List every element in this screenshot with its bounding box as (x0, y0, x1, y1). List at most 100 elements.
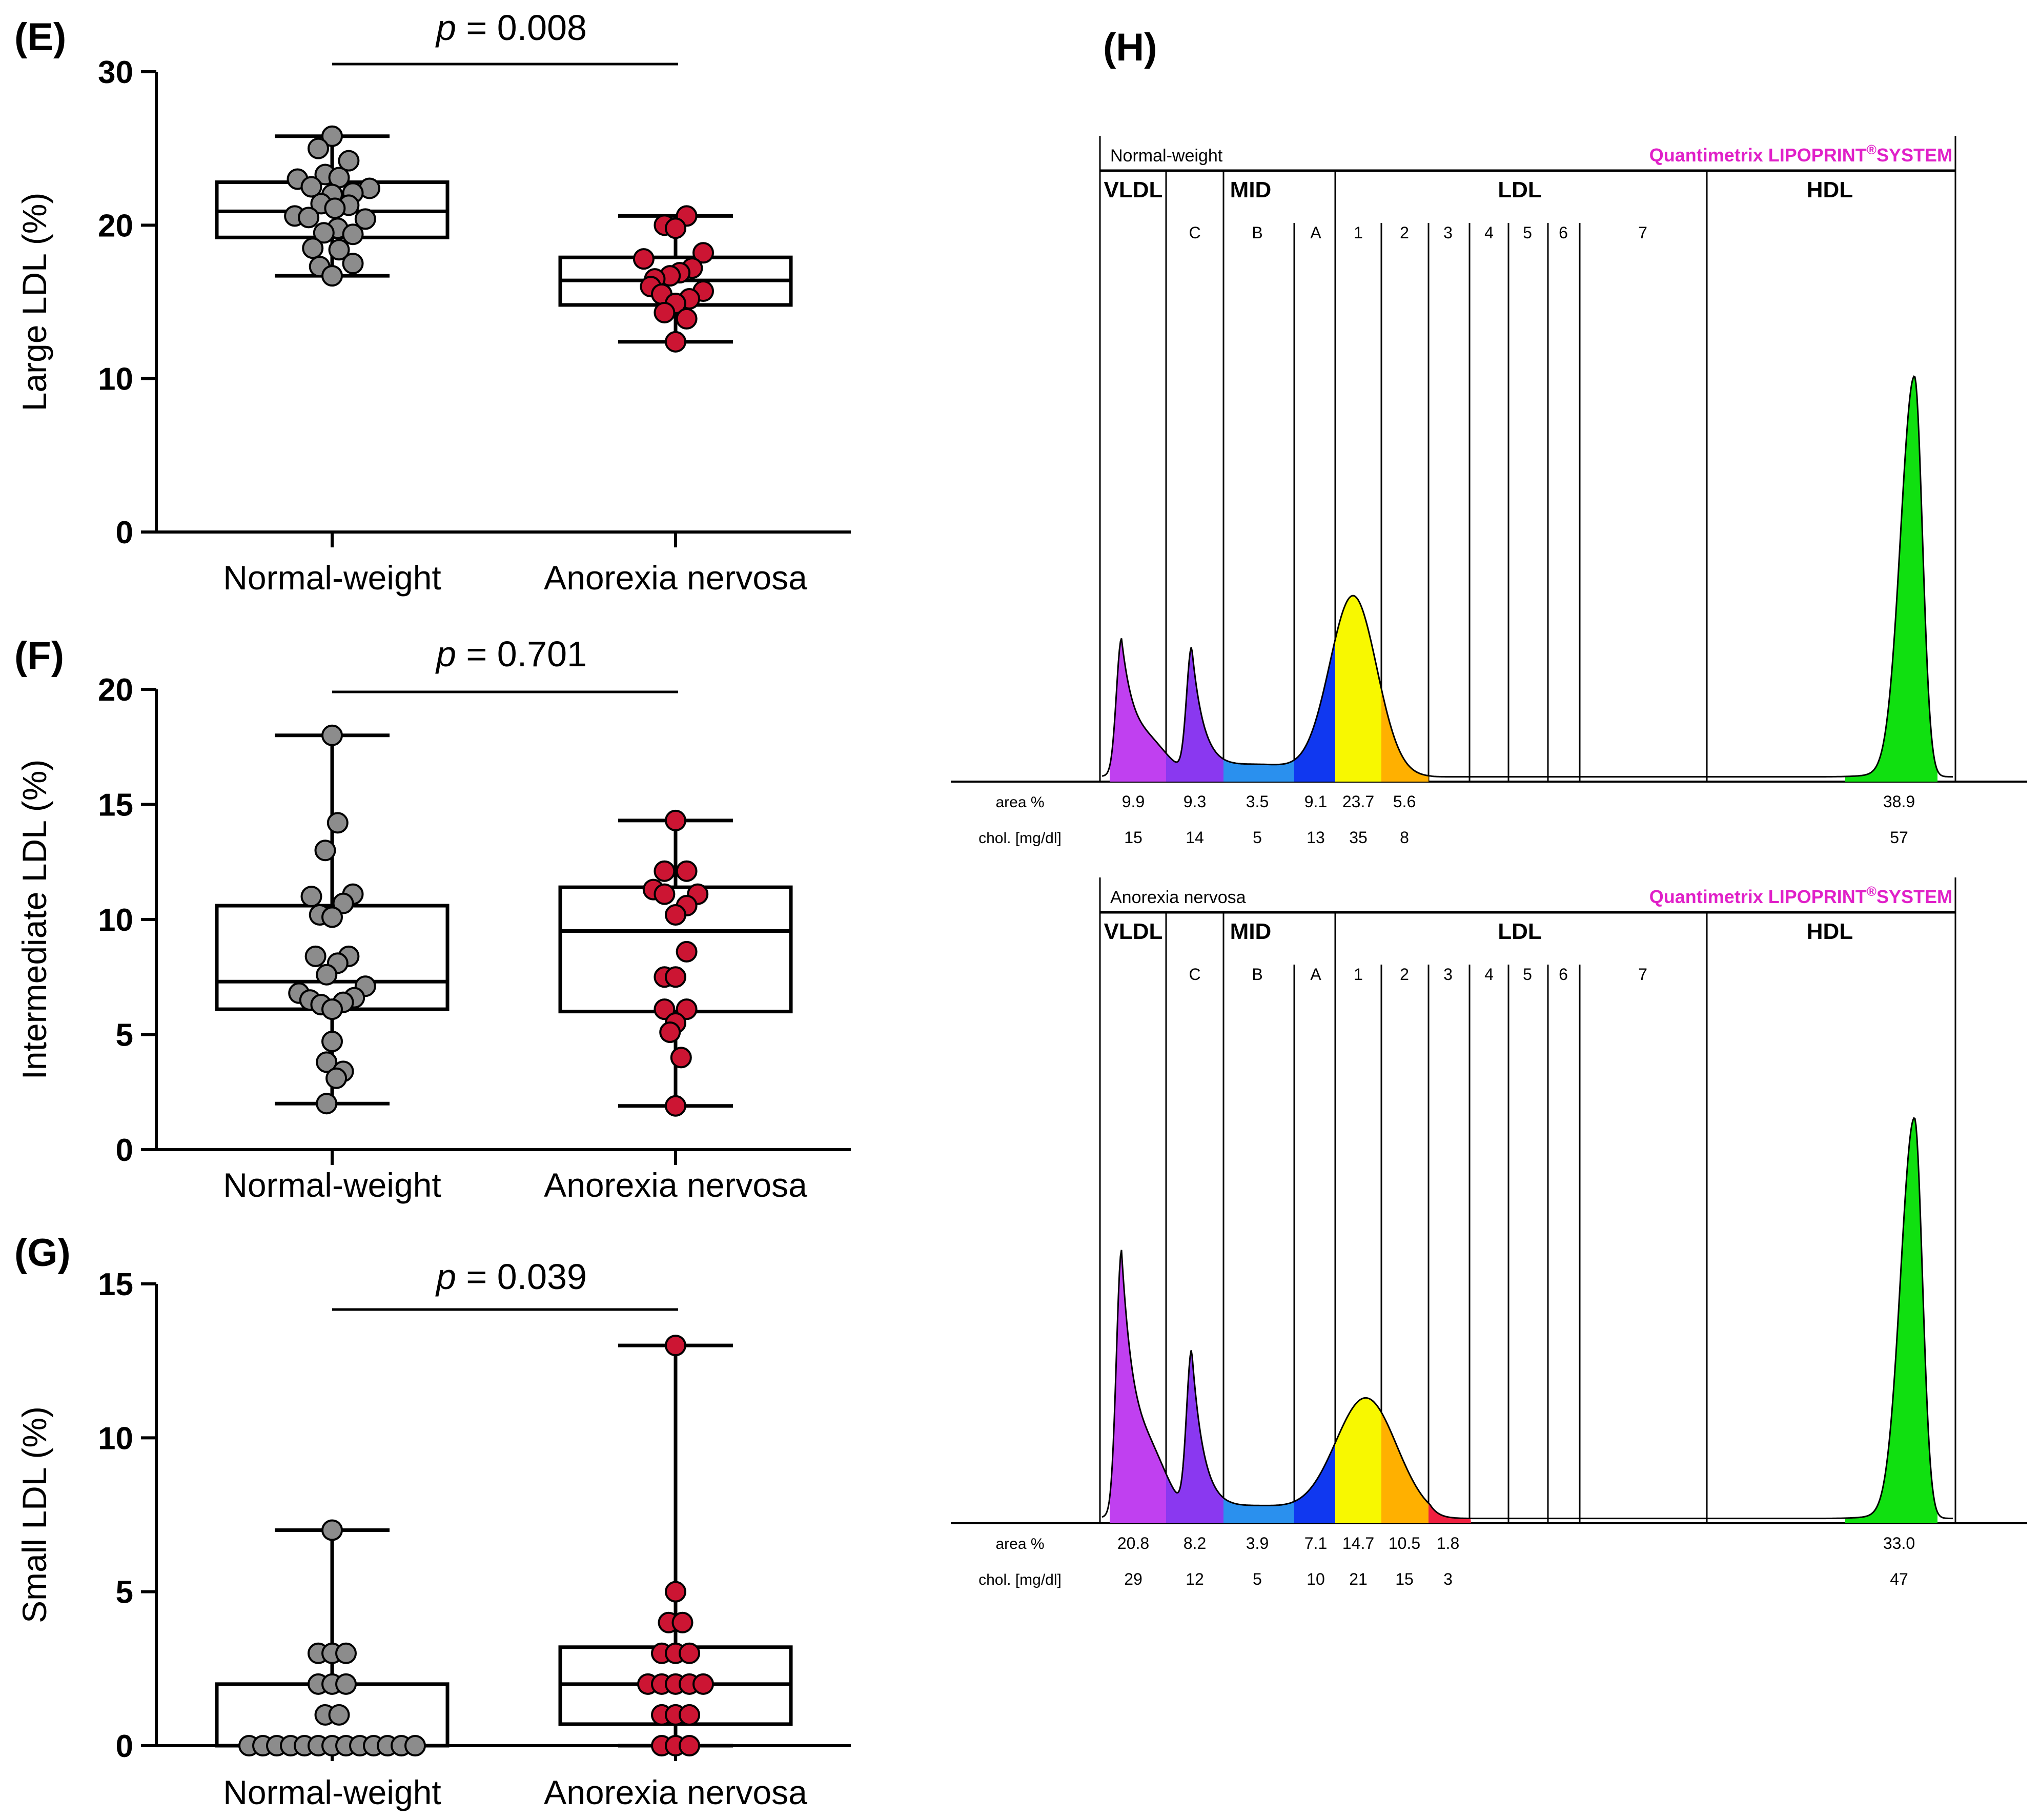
y-tick-label: 15 (98, 1267, 133, 1302)
data-point (654, 860, 676, 882)
box-group-anorexia-nervosa (558, 205, 793, 353)
y-tick-label: 5 (116, 1575, 133, 1610)
band-fill-vldl (1110, 639, 1166, 782)
data-point (335, 1673, 357, 1695)
lipoprint-profile-normal-weight: Normal-weight Quantimetrix LIPOPRINT®SYST… (951, 136, 2027, 847)
area-value: 23.7 (1342, 792, 1374, 811)
data-point (338, 150, 360, 172)
brand-suffix: SYSTEM (1876, 145, 1952, 166)
y-tick-label: 5 (116, 1018, 133, 1053)
data-point (354, 208, 376, 230)
chol-value: 8 (1400, 828, 1409, 847)
data-point (676, 860, 698, 882)
data-point (679, 1735, 700, 1756)
interquartile-box (558, 885, 793, 1014)
data-point (325, 1067, 348, 1089)
subfraction-label: C (1189, 223, 1200, 242)
data-point (314, 840, 336, 862)
brand-name: Quantimetrix LIPOPRINT (1649, 886, 1867, 907)
data-point (665, 966, 686, 988)
band-fill-ldl2 (1381, 1412, 1429, 1523)
chol-value: 35 (1349, 828, 1368, 847)
area-row-label: area % (995, 794, 1044, 811)
subfraction-label: 5 (1523, 223, 1532, 242)
data-point (665, 331, 686, 353)
area-value: 8.2 (1184, 1534, 1206, 1552)
y-axis-label: Small LDL (%) (15, 1406, 53, 1623)
brand-mark: ® (1867, 884, 1876, 899)
subfraction-label: A (1310, 965, 1321, 984)
fraction-header: LDL (1498, 177, 1542, 202)
brand-mark: ® (1867, 142, 1876, 157)
chol-value: 3 (1443, 1570, 1453, 1588)
brand-name: Quantimetrix LIPOPRINT (1649, 145, 1867, 166)
p-value-text: = 0.008 (456, 8, 587, 48)
area-value: 7.1 (1304, 1534, 1327, 1552)
p-value-label: p = 0.039 (435, 1257, 587, 1297)
area-row-label: area % (995, 1536, 1044, 1552)
chol-row-label: chol. [mg/dl] (978, 1571, 1062, 1588)
chol-value: 29 (1124, 1570, 1143, 1588)
subfraction-label: 3 (1443, 965, 1453, 984)
data-point (665, 1335, 686, 1357)
data-point (321, 265, 343, 287)
chol-value: 5 (1253, 828, 1262, 847)
data-point (321, 1030, 343, 1052)
fraction-header: HDL (1807, 919, 1853, 944)
chol-value: 10 (1307, 1570, 1325, 1588)
subfraction-label: 1 (1354, 965, 1363, 984)
data-point (321, 724, 343, 746)
x-tick-label: Normal-weight (223, 1166, 441, 1204)
brand-label: Quantimetrix LIPOPRINT®SYSTEM (1649, 884, 1952, 907)
subfraction-label: A (1310, 223, 1321, 242)
area-value: 3.5 (1246, 792, 1269, 811)
data-point (304, 945, 327, 967)
subfraction-label: 6 (1559, 965, 1568, 984)
data-point (327, 812, 349, 834)
data-point (321, 998, 343, 1020)
data-point (670, 1047, 692, 1069)
data-point (335, 1642, 357, 1664)
chol-value: 14 (1186, 828, 1204, 847)
band-fill-ldl1 (1335, 596, 1381, 782)
y-tick-label: 20 (98, 208, 133, 243)
profile-title: Anorexia nervosa (1110, 888, 1246, 907)
subfraction-label: 2 (1400, 223, 1409, 242)
data-point (328, 239, 350, 261)
y-tick-label: 10 (98, 903, 133, 938)
data-point (665, 904, 686, 926)
chol-value: 47 (1890, 1570, 1908, 1588)
data-point (679, 1642, 700, 1664)
subfraction-label: B (1252, 965, 1262, 984)
data-point (342, 253, 364, 275)
area-value: 1.8 (1437, 1534, 1459, 1552)
y-tick-label: 15 (98, 788, 133, 823)
data-point (665, 809, 686, 831)
y-axis-label: Intermediate LDL (%) (15, 760, 53, 1080)
data-point (654, 998, 676, 1020)
area-value: 5.6 (1393, 792, 1416, 811)
x-tick-label: Normal-weight (223, 559, 441, 597)
band-fill-vldl (1110, 1252, 1166, 1523)
data-point (321, 906, 343, 928)
subfraction-label: B (1252, 223, 1262, 242)
box-panel-g: (G) Small LDL (%) 0 5 10 15 Normal-weight Anore… (14, 1231, 851, 1811)
chol-value: 12 (1186, 1570, 1204, 1588)
chol-value: 57 (1890, 828, 1908, 847)
area-value: 20.8 (1117, 1534, 1149, 1552)
data-point (321, 1519, 343, 1541)
data-point (671, 1611, 693, 1633)
y-axis-label: Large LDL (%) (15, 193, 53, 412)
x-tick-label: Anorexia nervosa (544, 1773, 807, 1811)
data-point (692, 1673, 714, 1695)
box-group-anorexia-nervosa (558, 809, 793, 1117)
area-value: 9.1 (1304, 792, 1327, 811)
fraction-header: VLDL (1104, 919, 1163, 944)
band-fill-ldl1 (1335, 1398, 1381, 1523)
lipoprint-panel: (H)Normal-weight Quantimetrix LIPOPRINT®S… (951, 26, 2027, 1588)
data-point (659, 1021, 681, 1044)
y-tick-label: 10 (98, 1421, 133, 1456)
data-point (308, 137, 329, 159)
data-point (313, 222, 335, 244)
